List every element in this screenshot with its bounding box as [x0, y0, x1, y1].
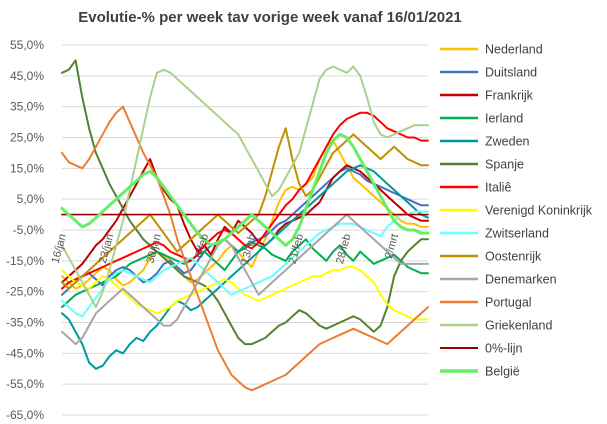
legend-item: Oostenrijk [440, 250, 542, 264]
series-line-nederland [61, 139, 429, 290]
y-tick-label: 15,0% [10, 161, 44, 175]
series-lines [60, 59, 430, 392]
series-line-portugal [61, 105, 429, 392]
legend-item: Zwitserland [440, 227, 549, 241]
y-tick-label: 5,0% [17, 192, 45, 206]
y-tick-label: -45,0% [6, 346, 44, 360]
legend-label: Verenigd Koninkrijk [485, 204, 593, 218]
legend-label: Zweden [485, 135, 530, 149]
legend-item: België [440, 365, 520, 379]
legend-item: Nederland [440, 43, 543, 57]
series-line-spanje [61, 59, 429, 346]
series-line-oostenrijk [61, 127, 429, 290]
legend-label: Ierland [485, 112, 523, 126]
legend-item: 0%-lijn [440, 342, 523, 356]
legend-item: Italiê [440, 181, 511, 195]
legend-item: Spanje [440, 158, 524, 172]
series-line-zwitserland [61, 210, 429, 318]
legend-label: 0%-lijn [485, 342, 523, 356]
legend-item: Duitsland [440, 66, 537, 80]
y-tick-label: -15,0% [6, 254, 44, 268]
legend-label: Italiê [485, 181, 511, 195]
y-tick-label: 35,0% [10, 100, 44, 114]
y-tick-label: -25,0% [6, 285, 44, 299]
legend-label: Spanje [485, 158, 524, 172]
legend-label: Portugal [485, 296, 532, 310]
legend-label: België [485, 365, 520, 379]
y-axis-tick-labels: 55,0% 45,0% 35,0% 25,0% 15,0% 5,0% -5,0% -15,0%… [6, 38, 44, 422]
series-line-itali- [61, 111, 429, 290]
chart-title: Evolutie-% per week tav vorige week vana… [78, 9, 462, 26]
legend-label: Denemarken [485, 273, 557, 287]
legend: Nederland Duitsland Frankrijk Ierland Zweden… [440, 43, 593, 379]
legend-item: Frankrijk [440, 89, 534, 103]
legend-label: Zwitserland [485, 227, 549, 241]
legend-item: Griekenland [440, 319, 552, 333]
series-line-verenigd-koninkrijk [61, 266, 429, 321]
legend-item: Zweden [440, 135, 530, 149]
legend-label: Oostenrijk [485, 250, 542, 264]
y-tick-label: -65,0% [6, 408, 44, 422]
legend-label: Frankrijk [485, 89, 534, 103]
legend-item: Portugal [440, 296, 532, 310]
y-tick-label: 45,0% [10, 69, 44, 83]
legend-item: Denemarken [440, 273, 557, 287]
y-tick-label: -55,0% [6, 377, 44, 391]
legend-label: Nederland [485, 43, 543, 57]
series-line-duitsland [61, 167, 429, 296]
legend-label: Duitsland [485, 66, 537, 80]
y-tick-label: -35,0% [6, 316, 44, 330]
series-line-griekenland [61, 65, 429, 309]
y-tick-label: 55,0% [10, 38, 44, 52]
y-tick-label: 25,0% [10, 131, 44, 145]
legend-item: Ierland [440, 112, 523, 126]
legend-item: Verenigd Koninkrijk [440, 204, 593, 218]
legend-label: Griekenland [485, 319, 552, 333]
series-line-belgi- [60, 132, 430, 247]
series-line-denemarken [61, 213, 429, 346]
y-tick-label: -5,0% [13, 223, 45, 237]
